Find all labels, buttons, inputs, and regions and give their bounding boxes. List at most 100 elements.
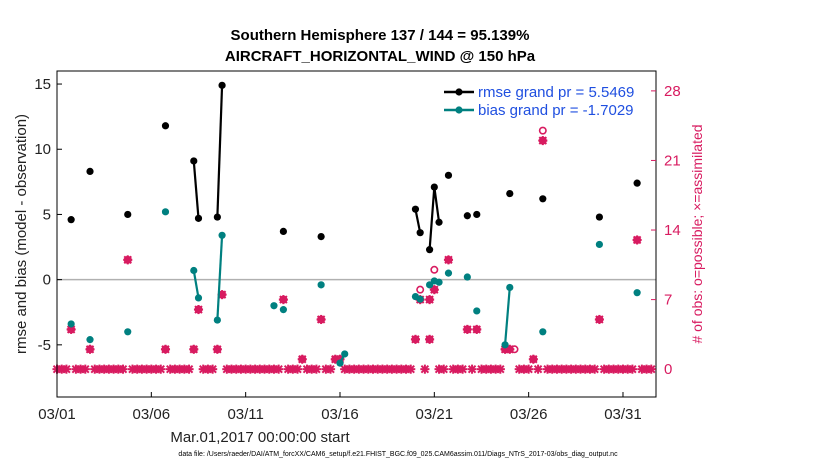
bias-point [317, 281, 325, 289]
rmse-point [463, 212, 471, 220]
bias-point [341, 350, 349, 358]
y-tick-label: -5 [38, 337, 51, 354]
bias-point [218, 231, 226, 239]
rmse-point [633, 179, 641, 187]
obs-assimilated-marker [425, 295, 435, 305]
bias-point [633, 289, 641, 297]
rmse-point [595, 213, 604, 221]
obs-assimilated-marker [538, 136, 548, 146]
obs-assimilated-marker [528, 354, 538, 364]
legend: rmse grand pr = 5.5469 bias grand pr = -… [444, 84, 634, 119]
obs-assimilated-marker [85, 344, 95, 354]
obs-zero-marker [590, 364, 600, 374]
bias-point [473, 307, 481, 315]
bias-point [279, 306, 287, 314]
rmse-point [190, 157, 198, 165]
obs-zero-marker [533, 364, 543, 374]
obs-assimilated-marker [594, 314, 604, 325]
bias-point [595, 240, 604, 249]
bias-point [506, 283, 514, 292]
x-tick-label: 03/06 [133, 406, 171, 423]
y-tick-label: 0 [43, 272, 51, 289]
y2-tick-label: 7 [664, 292, 672, 309]
legend-bias-label: bias grand pr = -1.7029 [478, 102, 634, 119]
obs-zero-marker [156, 364, 166, 374]
bias-line [503, 287, 511, 345]
obs-zero-marker [420, 364, 430, 374]
obs-zero-marker [495, 364, 505, 374]
x-tick-label: 03/26 [510, 406, 548, 423]
obs-zero-marker [118, 364, 128, 374]
bias-point [336, 359, 344, 367]
obs-assimilated-marker [462, 324, 472, 334]
bias-point [501, 341, 509, 349]
bias-point [213, 316, 221, 324]
obs-assimilated-marker [472, 324, 482, 334]
legend-rmse-label: rmse grand pr = 5.5469 [478, 84, 634, 101]
x-tick-label: 03/21 [416, 406, 454, 423]
rmse-point [194, 214, 203, 222]
rmse-point [430, 183, 438, 191]
obs-zero-marker [184, 364, 194, 374]
obs-possible-marker [430, 265, 439, 274]
rmse-line [216, 85, 224, 218]
obs-assimilated-marker [316, 314, 326, 325]
obs-zero-marker [61, 364, 71, 374]
rmse-point [67, 216, 75, 224]
rmse-point [416, 229, 424, 237]
y2-axis-label: # of obs: o=possible; ×=assimilated [689, 124, 705, 343]
rmse-point [86, 167, 94, 176]
bias-line [192, 270, 200, 299]
rmse-point [218, 81, 226, 89]
rmse-line [428, 186, 441, 250]
data-file-footnote: data file: /Users/raeder/DAI/ATM_forcXX/… [178, 451, 618, 458]
obs-assimilated-marker [443, 255, 454, 265]
x-tick-label: 03/31 [604, 406, 642, 423]
obs-zero-marker [80, 364, 90, 374]
obs-zero-marker [467, 364, 477, 374]
x-tick-label: 03/01 [38, 406, 76, 423]
rmse-point [506, 189, 514, 198]
obs-zero-marker [406, 364, 416, 374]
rmse-point [539, 195, 547, 203]
y2-tick-label: 21 [664, 152, 681, 169]
bias-point [539, 328, 547, 336]
bias-point [124, 328, 132, 336]
bias-point [86, 336, 94, 344]
bias-point [435, 278, 443, 286]
rmse-point [124, 210, 132, 219]
rmse-line [414, 209, 422, 233]
y-axis-label: rmse and bias (model - observation) [13, 114, 30, 354]
rmse-point [279, 227, 287, 235]
bias-point [190, 266, 198, 275]
bias-point [416, 295, 424, 303]
obs-assimilated-marker [410, 334, 421, 344]
legend-bias-marker [455, 106, 463, 114]
y-tick-label: 15 [34, 76, 51, 93]
bias-point [67, 320, 75, 328]
legend-rmse-marker [455, 88, 463, 96]
rmse-point [317, 233, 325, 241]
x-tick-label: 03/11 [227, 406, 263, 423]
bias-line [216, 235, 224, 321]
x-axis-label: Mar.01,2017 00:00:00 start [170, 429, 350, 446]
chart-title-line1: Southern Hemisphere 137 / 144 = 95.139% [231, 27, 530, 44]
obs-possible-marker [416, 285, 425, 294]
obs-zero-marker [326, 364, 336, 374]
obs-zero-marker [292, 364, 303, 374]
obs-possible-marker [538, 126, 547, 135]
rmse-point [411, 205, 420, 213]
rmse-point [161, 122, 170, 130]
obs-assimilated-marker [297, 354, 307, 364]
bias-point [270, 302, 278, 310]
obs-assimilated-marker [278, 295, 288, 305]
plot-area [52, 81, 656, 374]
y-tick-label: 10 [34, 141, 51, 158]
chart-title-line2: AIRCRAFT_HORIZONTAL_WIND @ 150 hPa [225, 48, 536, 65]
rmse-point [426, 246, 434, 254]
axes-box [56, 70, 657, 398]
obs-assimilated-marker [160, 344, 171, 354]
y2-tick-label: 28 [664, 83, 681, 100]
y-tick-label: 5 [43, 206, 51, 223]
